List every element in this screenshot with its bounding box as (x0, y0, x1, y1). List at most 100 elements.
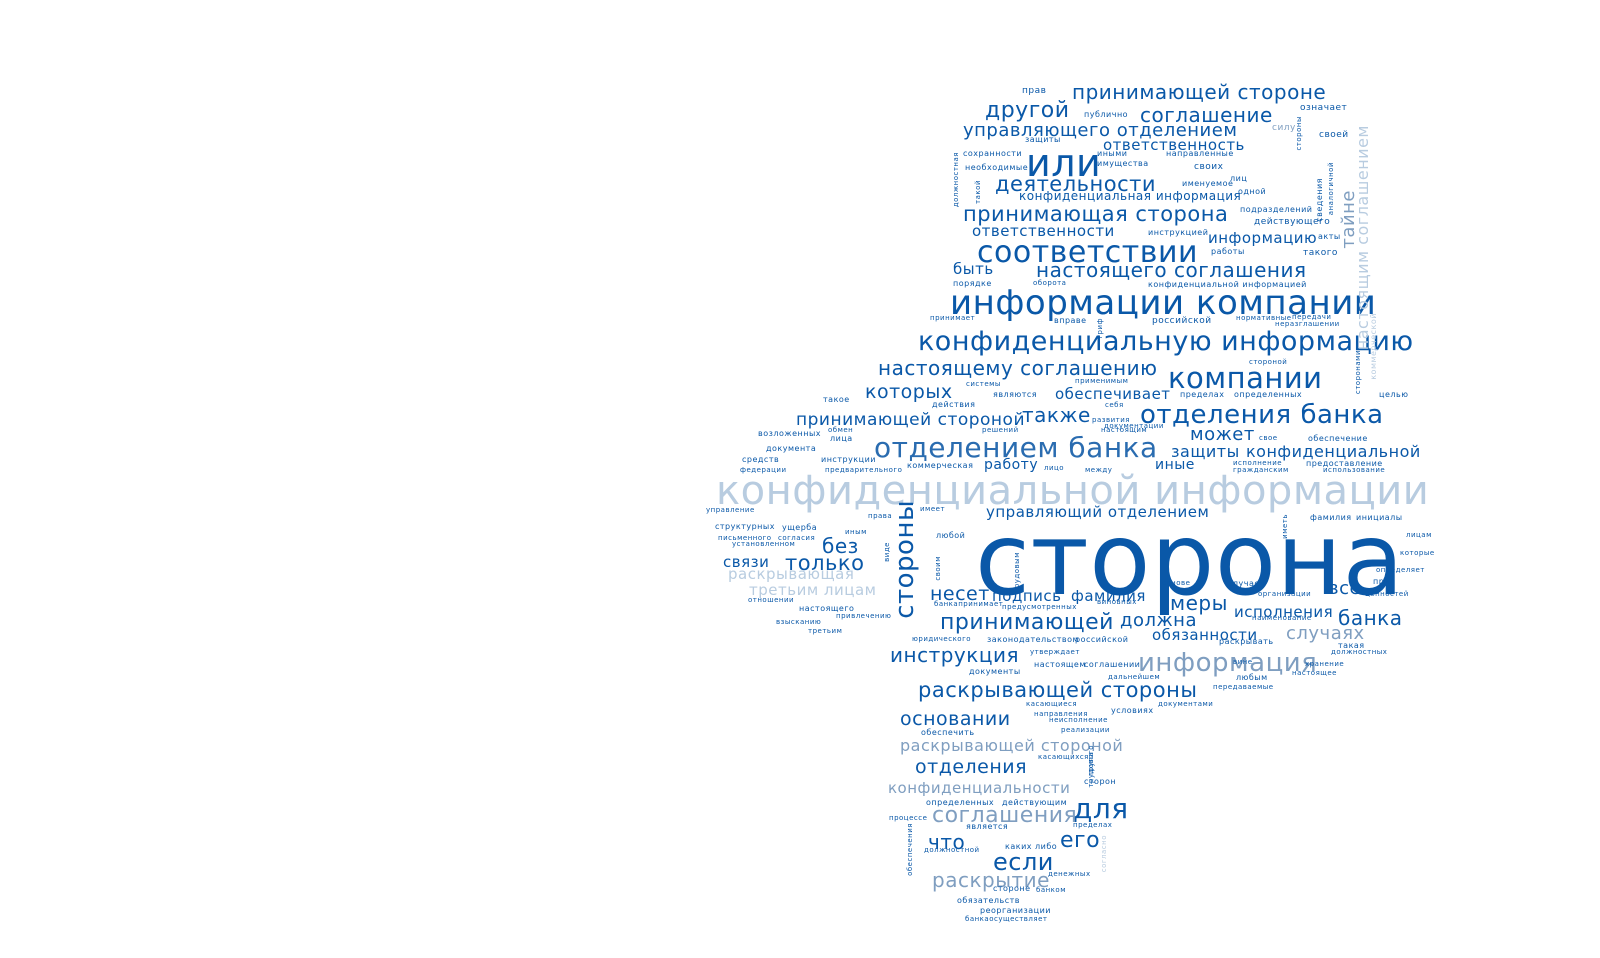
word: принимает (930, 314, 976, 322)
word: нормативные (1236, 314, 1292, 322)
word: при (1373, 577, 1391, 586)
word: компании (1168, 361, 1323, 395)
word: действия (932, 400, 976, 409)
word: принимающей стороне (1072, 80, 1327, 104)
word: что (928, 830, 966, 854)
word: каких (1005, 842, 1032, 851)
word: обязанности (1152, 626, 1258, 644)
word: ответственности (972, 222, 1115, 240)
word: настоящем (1034, 660, 1086, 669)
word: акты (1318, 232, 1341, 241)
word: коммерческая (907, 461, 974, 470)
word: предусмотренных (1002, 603, 1077, 611)
word: соглашение (1140, 103, 1273, 127)
word: отношении (748, 596, 795, 604)
word: трупа (1087, 752, 1095, 777)
word: лицам (1406, 531, 1432, 539)
word: возложенных (758, 429, 822, 438)
word: быть (953, 260, 994, 278)
word: несет (930, 583, 990, 605)
word: банкаосуществляет (965, 915, 1048, 923)
word: иметь (1281, 514, 1289, 539)
word: соответствии (977, 235, 1198, 270)
word: такое (823, 395, 850, 404)
word: аналогичной (1327, 162, 1335, 216)
word: своим (934, 556, 942, 581)
word: соглашения (932, 803, 1078, 828)
word: документа (766, 444, 817, 453)
word: вправе (1054, 316, 1087, 325)
word: предварительного (825, 466, 903, 474)
word: прав (1022, 86, 1047, 96)
word: конфиденциальная информация (1019, 189, 1242, 203)
word: такая (1338, 641, 1365, 650)
word: действующим (1002, 798, 1068, 807)
word: действующего (1254, 217, 1331, 227)
word: документы (969, 667, 1021, 676)
word: необходимые (965, 163, 1029, 172)
word: информация (1138, 648, 1318, 678)
word: свое (1259, 434, 1278, 442)
word: неразглашении (1275, 320, 1340, 328)
word: конфиденциальной информацией (1148, 280, 1307, 289)
word: означает (1300, 103, 1348, 113)
word: согласно (1100, 835, 1108, 873)
word: определенных (1234, 390, 1303, 399)
word: согласия (778, 534, 816, 542)
word: стороне (993, 884, 1031, 893)
word: случаях (1286, 623, 1365, 644)
word: конфиденциальную информацию (918, 326, 1414, 357)
word: имущества (1097, 159, 1149, 168)
word: деятельности (995, 172, 1157, 196)
word: письменного (718, 534, 772, 542)
word: для (1073, 792, 1129, 825)
word: касающихся (1038, 753, 1089, 761)
word: именуемое (1182, 179, 1234, 188)
word: принимающей стороной (796, 410, 1025, 430)
word: гражданским (1233, 466, 1289, 474)
word: использование (1323, 466, 1386, 474)
word: обеспечивает (1055, 385, 1171, 403)
word: информации компании (950, 283, 1377, 323)
word: инициалы (1356, 513, 1403, 522)
word: инструкции (821, 455, 876, 464)
word: подпись (992, 587, 1062, 605)
word: также (1022, 403, 1091, 427)
word: настоящего соглашения (1036, 258, 1307, 282)
word: фамилия (1310, 513, 1352, 522)
word: неисполнение (1049, 716, 1108, 724)
word: сохранности (963, 149, 1023, 158)
word: информацию (1208, 229, 1318, 247)
word: привлечению (836, 612, 892, 620)
word: взысканию (776, 618, 822, 626)
word: стороной (1249, 358, 1288, 366)
word: такого (1303, 248, 1338, 258)
word: должна (1120, 610, 1197, 631)
word: коммерческой (1369, 313, 1378, 380)
word: раскрывать (1219, 637, 1274, 646)
word: процессе (889, 814, 928, 822)
word: принимающая сторона (963, 202, 1229, 226)
word: его (1060, 828, 1101, 853)
word: настоящим (1101, 426, 1148, 434)
word: только (785, 551, 865, 575)
word: себя (1105, 401, 1124, 409)
word: являются (993, 390, 1038, 399)
word: должностная (952, 152, 960, 208)
word: инструкцией (1148, 228, 1209, 237)
word: ценностей (1365, 590, 1409, 598)
word: ответственность (1103, 136, 1245, 154)
word: конфиденциальной (1246, 442, 1421, 461)
word: может (1190, 424, 1255, 445)
word: все (1328, 578, 1362, 599)
word: оборота (1033, 279, 1067, 287)
word: работы (1211, 247, 1245, 256)
word: сторона (975, 501, 1405, 618)
word: должностной (924, 846, 980, 854)
word: иные (1155, 457, 1195, 473)
word: виновных (1097, 598, 1137, 606)
word: или (1026, 141, 1102, 185)
word: одной (1238, 187, 1267, 196)
word: лиц (1230, 174, 1248, 183)
word: любой (936, 531, 966, 540)
